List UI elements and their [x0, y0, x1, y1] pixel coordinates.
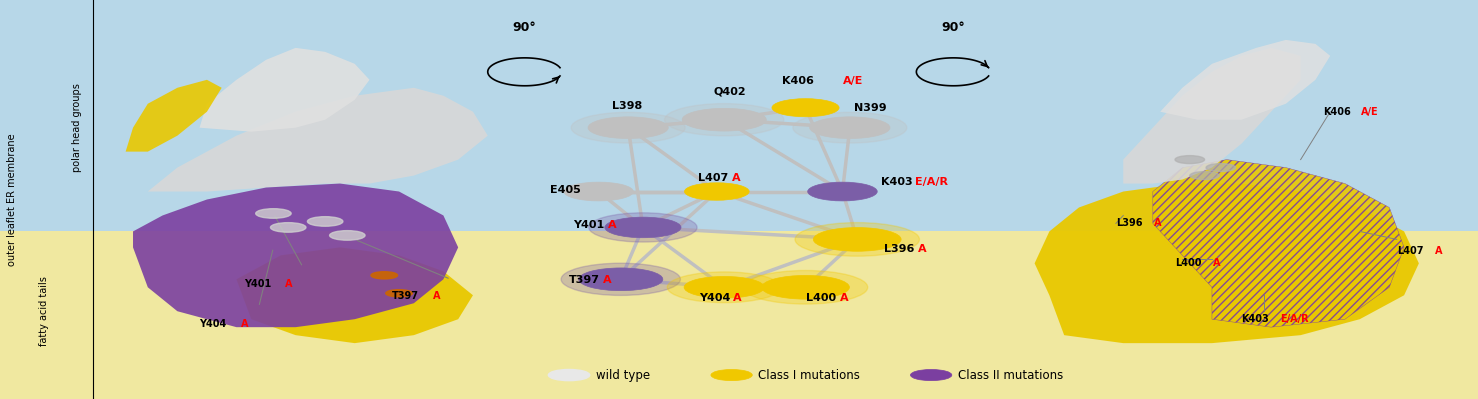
Circle shape — [683, 109, 766, 131]
Text: A/E: A/E — [842, 76, 863, 86]
Polygon shape — [133, 184, 458, 327]
Polygon shape — [236, 247, 473, 343]
Polygon shape — [1160, 40, 1330, 120]
Text: L396: L396 — [1116, 218, 1142, 229]
Text: Y401: Y401 — [573, 220, 605, 231]
Circle shape — [563, 182, 634, 201]
Text: K406: K406 — [782, 76, 814, 86]
Text: outer leaflet ER membrane: outer leaflet ER membrane — [7, 133, 16, 266]
Circle shape — [761, 275, 850, 299]
Text: K406: K406 — [1323, 107, 1351, 117]
Circle shape — [579, 268, 662, 290]
Text: E/A/R: E/A/R — [915, 176, 949, 187]
Text: 90°: 90° — [513, 21, 537, 34]
Circle shape — [270, 223, 306, 232]
Text: T397: T397 — [569, 275, 600, 285]
FancyBboxPatch shape — [0, 0, 1478, 231]
Text: fatty acid tails: fatty acid tails — [40, 276, 49, 346]
Text: 90°: 90° — [941, 21, 965, 34]
Circle shape — [792, 112, 907, 143]
Text: N399: N399 — [854, 103, 887, 113]
Circle shape — [588, 213, 698, 242]
Circle shape — [667, 272, 782, 303]
Text: Y401: Y401 — [244, 279, 270, 289]
Text: E405: E405 — [550, 184, 581, 195]
Circle shape — [910, 369, 952, 381]
Text: L400: L400 — [1175, 258, 1202, 269]
Text: A: A — [1435, 246, 1443, 257]
Circle shape — [711, 369, 752, 381]
Text: A: A — [733, 293, 742, 304]
Text: A: A — [1154, 218, 1162, 229]
Polygon shape — [148, 88, 488, 192]
FancyBboxPatch shape — [0, 231, 1478, 399]
Text: L400: L400 — [806, 293, 835, 304]
Text: E/A/R: E/A/R — [1280, 314, 1308, 324]
Circle shape — [807, 182, 878, 201]
Text: A: A — [1213, 258, 1221, 269]
Text: A: A — [603, 275, 612, 285]
Text: Class I mutations: Class I mutations — [758, 369, 860, 381]
Circle shape — [684, 183, 749, 200]
Text: L407: L407 — [1397, 246, 1423, 257]
Circle shape — [772, 99, 840, 117]
Circle shape — [371, 272, 398, 279]
Circle shape — [548, 369, 590, 381]
Circle shape — [1206, 164, 1236, 172]
Text: L398: L398 — [612, 101, 641, 111]
Circle shape — [562, 263, 680, 295]
Circle shape — [665, 104, 783, 136]
Circle shape — [386, 290, 412, 297]
Circle shape — [1175, 156, 1205, 164]
Text: Class II mutations: Class II mutations — [958, 369, 1063, 381]
Polygon shape — [200, 48, 370, 132]
Circle shape — [684, 277, 764, 298]
Circle shape — [307, 217, 343, 226]
Text: Y404: Y404 — [699, 293, 730, 304]
Polygon shape — [1035, 184, 1419, 343]
Circle shape — [588, 117, 668, 138]
Text: A/E: A/E — [1361, 107, 1379, 117]
Polygon shape — [126, 80, 222, 152]
Circle shape — [1190, 172, 1219, 180]
Circle shape — [605, 217, 681, 238]
Text: A: A — [433, 291, 440, 301]
Text: A: A — [732, 172, 740, 183]
Circle shape — [330, 231, 365, 240]
Text: A: A — [918, 244, 927, 255]
Text: polar head groups: polar head groups — [72, 83, 81, 172]
Circle shape — [256, 209, 291, 218]
Circle shape — [810, 117, 890, 138]
Text: L407: L407 — [698, 172, 727, 183]
Circle shape — [813, 227, 902, 251]
Circle shape — [743, 271, 868, 304]
Text: K403: K403 — [881, 176, 912, 187]
Text: K403: K403 — [1242, 314, 1270, 324]
Text: L396: L396 — [884, 244, 915, 255]
Polygon shape — [1153, 160, 1404, 327]
Text: T397: T397 — [392, 291, 418, 301]
Text: A: A — [285, 279, 293, 289]
Circle shape — [795, 223, 919, 256]
Circle shape — [571, 112, 686, 143]
Polygon shape — [1123, 48, 1301, 184]
Text: A: A — [241, 319, 248, 329]
Text: Q402: Q402 — [714, 87, 746, 97]
Text: A: A — [607, 220, 616, 231]
Text: Y404: Y404 — [200, 319, 226, 329]
Text: wild type: wild type — [596, 369, 650, 381]
Text: A: A — [840, 293, 848, 304]
